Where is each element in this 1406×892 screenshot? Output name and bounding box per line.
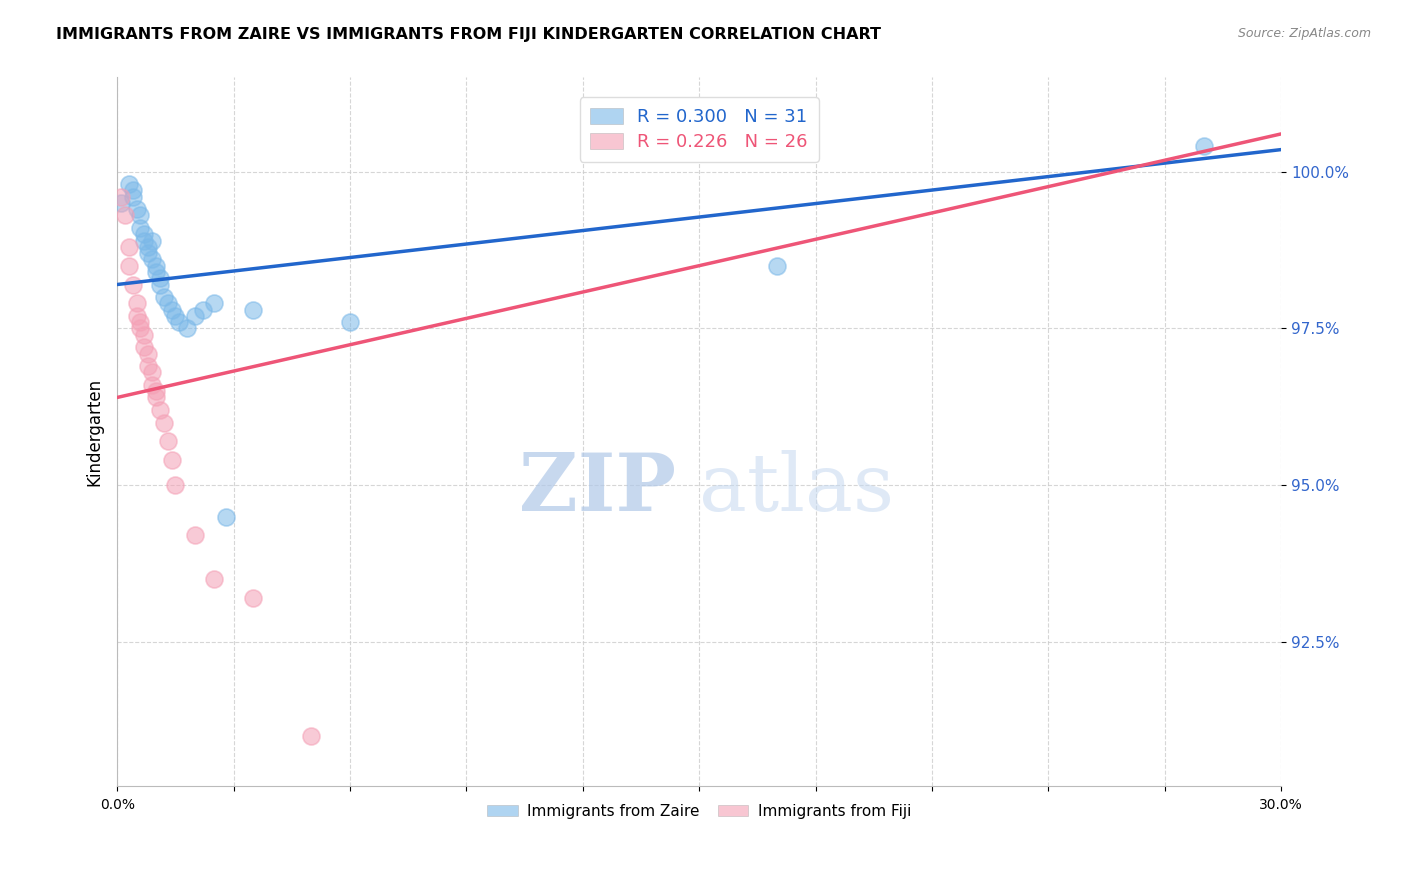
Point xyxy=(299,729,322,743)
Point xyxy=(165,309,187,323)
Point xyxy=(114,209,136,223)
Point xyxy=(136,346,159,360)
Point xyxy=(121,277,143,292)
Text: 30.0%: 30.0% xyxy=(1260,797,1303,812)
Point xyxy=(149,271,172,285)
Point xyxy=(156,296,179,310)
Text: ZIP: ZIP xyxy=(519,450,676,528)
Point xyxy=(160,302,183,317)
Point xyxy=(110,189,132,203)
Point xyxy=(118,177,141,191)
Text: 0.0%: 0.0% xyxy=(100,797,135,812)
Point xyxy=(145,384,167,399)
Point xyxy=(184,309,207,323)
Point xyxy=(242,591,264,606)
Point xyxy=(145,265,167,279)
Point xyxy=(765,259,787,273)
Point xyxy=(134,327,156,342)
Point xyxy=(134,234,156,248)
Point xyxy=(191,302,214,317)
Point xyxy=(136,246,159,260)
Point xyxy=(176,321,198,335)
Point xyxy=(118,259,141,273)
Point xyxy=(202,296,225,310)
Point xyxy=(129,315,152,329)
Point xyxy=(167,315,190,329)
Point xyxy=(129,221,152,235)
Point xyxy=(136,359,159,373)
Point xyxy=(149,277,172,292)
Legend: Immigrants from Zaire, Immigrants from Fiji: Immigrants from Zaire, Immigrants from F… xyxy=(481,797,917,825)
Point xyxy=(145,259,167,273)
Point xyxy=(141,365,163,379)
Point xyxy=(141,252,163,267)
Point xyxy=(129,321,152,335)
Point xyxy=(152,290,174,304)
Text: atlas: atlas xyxy=(699,450,894,528)
Point xyxy=(125,202,148,217)
Point xyxy=(134,340,156,354)
Point xyxy=(125,309,148,323)
Point xyxy=(215,509,238,524)
Point xyxy=(152,416,174,430)
Point xyxy=(339,315,361,329)
Point xyxy=(160,453,183,467)
Point xyxy=(149,403,172,417)
Point xyxy=(134,227,156,242)
Point xyxy=(1192,139,1215,153)
Point xyxy=(141,377,163,392)
Point xyxy=(125,296,148,310)
Point xyxy=(110,196,132,211)
Point xyxy=(121,183,143,197)
Point xyxy=(202,573,225,587)
Text: Source: ZipAtlas.com: Source: ZipAtlas.com xyxy=(1237,27,1371,40)
Point xyxy=(141,234,163,248)
Point xyxy=(184,528,207,542)
Point xyxy=(165,478,187,492)
Point xyxy=(121,189,143,203)
Point xyxy=(145,391,167,405)
Point xyxy=(242,302,264,317)
Point xyxy=(129,209,152,223)
Point xyxy=(118,240,141,254)
Y-axis label: Kindergarten: Kindergarten xyxy=(86,378,103,486)
Text: IMMIGRANTS FROM ZAIRE VS IMMIGRANTS FROM FIJI KINDERGARTEN CORRELATION CHART: IMMIGRANTS FROM ZAIRE VS IMMIGRANTS FROM… xyxy=(56,27,882,42)
Point xyxy=(156,434,179,449)
Point xyxy=(136,240,159,254)
